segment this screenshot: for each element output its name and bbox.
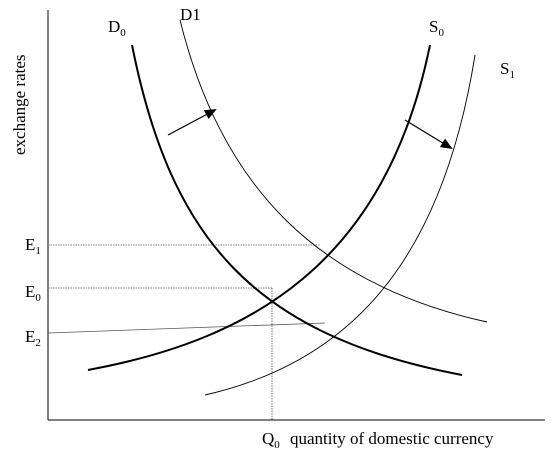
label-sub: 1 (509, 69, 515, 81)
d0-label: D0 (108, 17, 126, 39)
label-sub: 0 (274, 439, 280, 451)
s0-label: S0 (429, 17, 444, 39)
label-main: Q (262, 429, 274, 448)
label-main: S (429, 17, 438, 36)
d1-label: D1 (180, 5, 201, 24)
e2-line (47, 322, 326, 334)
s1-label: S1 (500, 59, 515, 81)
e0-label: E0 (25, 282, 41, 304)
supply-shift-arrow (404, 119, 453, 150)
label-sub: 0 (120, 27, 126, 39)
x-axis-label: quantity of domestic currency (290, 429, 494, 448)
label-sub: 0 (438, 27, 444, 39)
label-sub: 1 (35, 245, 41, 257)
supply-curve-s1 (204, 54, 476, 396)
label-sub: 2 (35, 337, 41, 349)
label-main: E (25, 235, 35, 254)
label-main: E (25, 282, 35, 301)
label-main: E (25, 327, 35, 346)
q0-label: Q0 (262, 429, 280, 451)
y-axis-label: exchange rates (10, 54, 29, 155)
supply-curve-s0 (87, 44, 431, 371)
e1-label: E1 (25, 235, 41, 257)
demand-shift-arrow (167, 109, 217, 136)
demand-curve-d0 (131, 44, 463, 376)
label-main: S (500, 59, 509, 78)
label-sub: 0 (35, 292, 41, 304)
demand-curve-d1 (179, 19, 488, 323)
e2-label: E2 (25, 327, 41, 349)
label-main: D (108, 17, 120, 36)
